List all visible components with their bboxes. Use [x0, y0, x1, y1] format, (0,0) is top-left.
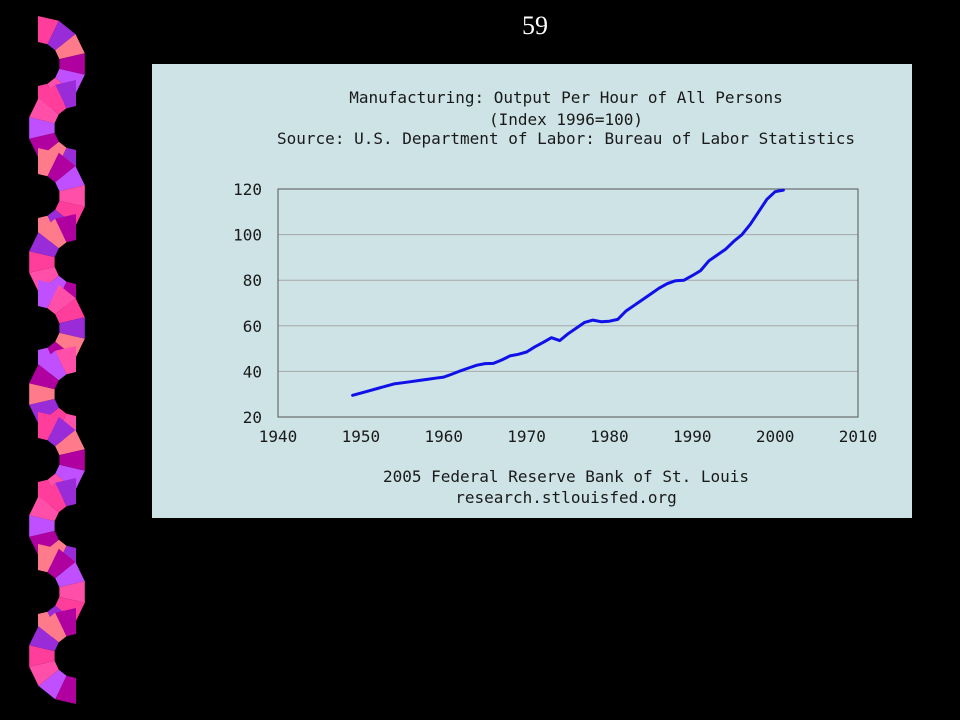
x-tick-label: 1970: [507, 427, 546, 446]
fan-segment: [47, 284, 76, 315]
fan-segment: [38, 280, 59, 309]
fan-segment: [47, 20, 76, 51]
fan-segment: [55, 298, 85, 324]
fan-segment: [38, 84, 67, 115]
fan-arc: [29, 608, 76, 704]
fan-segment: [29, 660, 59, 686]
x-tick-label: 1940: [259, 427, 298, 446]
fan-segment: [29, 626, 59, 652]
fan-segment: [29, 232, 59, 258]
fan-segment: [55, 214, 76, 243]
chart-footer-line-1: 2005 Federal Reserve Bank of St. Louis: [383, 467, 749, 486]
fan-segment: [55, 346, 76, 375]
slide-number: 59: [522, 11, 548, 40]
fan-segment: [55, 675, 76, 704]
fan-segment: [55, 200, 85, 226]
fan-segment: [29, 515, 55, 537]
chart-title-line-2: (Index 1996=100): [489, 110, 643, 129]
fan-segment: [29, 98, 59, 124]
fan-decoration: [29, 16, 85, 704]
fan-segment: [59, 185, 85, 207]
x-tick-label: 1960: [424, 427, 463, 446]
fan-segment: [38, 148, 59, 177]
fan-segment: [29, 645, 55, 667]
fan-segment: [38, 218, 67, 249]
x-tick-label: 2000: [756, 427, 795, 446]
fan-segment: [47, 548, 76, 579]
fan-segment: [47, 152, 76, 183]
fan-segment: [38, 544, 59, 573]
fan-segment: [38, 482, 67, 513]
fan-segment: [38, 412, 59, 441]
line-chart: Manufacturing: Output Per Hour of All Pe…: [233, 88, 878, 507]
fan-segment: [55, 478, 76, 507]
chart-title-line-1: Manufacturing: Output Per Hour of All Pe…: [349, 88, 782, 107]
fan-segment: [38, 669, 67, 700]
chart-footer-line-2: research.stlouisfed.org: [455, 488, 677, 507]
fan-segment: [59, 317, 85, 339]
fan-segment: [59, 449, 85, 471]
fan-segment: [29, 117, 55, 139]
x-tick-labels: 1940 1950 1960 1970 1980 1990 2000 2010: [259, 427, 878, 446]
fan-segment: [29, 251, 55, 273]
fan-segment: [55, 34, 85, 60]
fan-segment: [29, 398, 59, 424]
chart-panel: Manufacturing: Output Per Hour of All Pe…: [152, 64, 912, 518]
fan-segment: [59, 53, 85, 75]
fan-segment: [55, 430, 85, 456]
fan-segment: [29, 132, 59, 158]
fan-segment: [55, 332, 85, 358]
fan-segment: [29, 364, 59, 390]
fan-segment: [29, 383, 55, 405]
series-line-output-per-hour: [351, 188, 785, 397]
x-tick-label: 1980: [590, 427, 629, 446]
fan-segment: [38, 612, 67, 643]
fan-segment: [55, 562, 85, 588]
x-tick-label: 2010: [839, 427, 878, 446]
fan-segment: [55, 464, 85, 490]
y-tick-labels: 20 40 60 80 100 120: [233, 180, 262, 427]
chart-titles: Manufacturing: Output Per Hour of All Pe…: [277, 88, 855, 148]
y-tick-label: 80: [243, 271, 262, 290]
x-tick-label: 1950: [342, 427, 381, 446]
chart-title-line-3: Source: U.S. Department of Labor: Bureau…: [277, 129, 855, 148]
grid-lines: [278, 234, 858, 372]
fan-segment: [38, 16, 59, 45]
fan-segment: [29, 530, 59, 556]
fan-segment: [47, 416, 76, 447]
y-tick-label: 60: [243, 317, 262, 336]
fan-segment: [55, 80, 76, 109]
fan-segment: [29, 266, 59, 292]
y-tick-label: 120: [233, 180, 262, 199]
plot-area-frame: [277, 188, 859, 418]
fan-arc: [29, 346, 76, 442]
fan-segment: [59, 581, 85, 603]
y-tick-label: 20: [243, 408, 262, 427]
fan-segment: [55, 608, 76, 637]
fan-segment: [38, 350, 67, 381]
fan-segment: [29, 496, 59, 522]
y-tick-label: 40: [243, 362, 262, 381]
chart-footer: 2005 Federal Reserve Bank of St. Louis r…: [383, 467, 749, 507]
y-tick-label: 100: [233, 226, 262, 245]
fan-segment: [55, 166, 85, 192]
x-tick-label: 1990: [673, 427, 712, 446]
